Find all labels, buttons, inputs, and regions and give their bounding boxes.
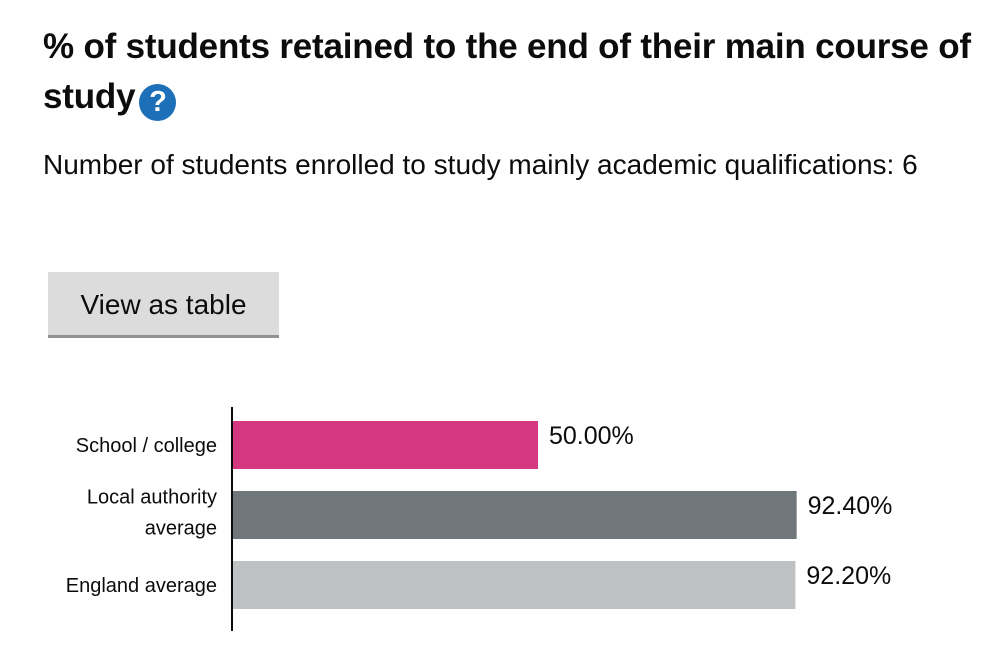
value-label-1: 92.40% bbox=[808, 492, 893, 520]
view-as-table-button[interactable]: View as table bbox=[48, 272, 279, 338]
chart-title-text: % of students retained to the end of the… bbox=[43, 27, 971, 116]
value-label-0: 50.00% bbox=[549, 422, 634, 450]
chart-title: % of students retained to the end of the… bbox=[43, 22, 973, 122]
retention-bar-chart: 50.00% School / college 92.40% Local author… bbox=[66, 407, 893, 631]
bar-2 bbox=[233, 561, 796, 609]
students-enrolled-summary: Number of students enrolled to study mai… bbox=[43, 149, 918, 180]
bar-1 bbox=[233, 491, 797, 539]
category-label-1-line-1: average bbox=[145, 518, 217, 540]
category-label-2: England average bbox=[66, 575, 217, 597]
bar-0 bbox=[233, 421, 538, 469]
question-mark-icon[interactable]: ? bbox=[139, 84, 177, 121]
category-label-0: School / college bbox=[76, 435, 217, 457]
category-label-1-line-0: Local authority bbox=[87, 487, 217, 509]
value-label-2: 92.20% bbox=[806, 562, 891, 590]
